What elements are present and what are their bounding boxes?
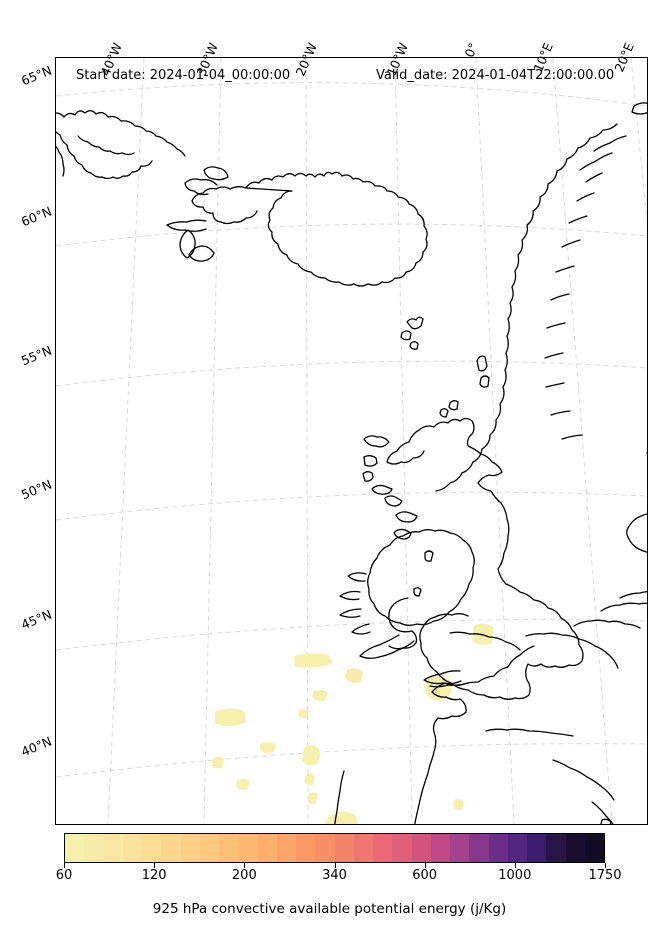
- colorbar-swatch: [392, 834, 412, 862]
- colorbar-tick-mark: [514, 863, 516, 868]
- lat-tick-label: 50°N: [18, 476, 54, 503]
- colorbar-tick-label: 1750: [588, 868, 622, 883]
- colorbar-swatch: [199, 834, 219, 862]
- colorbar-swatch: [450, 834, 470, 862]
- colorbar[interactable]: [64, 833, 605, 863]
- colorbar-swatch: [353, 834, 373, 862]
- colorbar-tick-mark: [154, 863, 156, 868]
- colorbar-swatch: [257, 834, 277, 862]
- colorbar-tick-label: 60: [55, 868, 73, 883]
- colorbar-tick-label: 120: [141, 868, 167, 883]
- colorbar-swatch: [65, 834, 85, 862]
- graticule-gridlines: [56, 58, 647, 824]
- colorbar-swatch: [430, 834, 450, 862]
- colorbar-swatch: [584, 834, 604, 862]
- start-date-annotation: Start date: 2024-01-04_00:00:00: [76, 68, 291, 83]
- colorbar-tick-mark: [334, 863, 336, 868]
- colorbar-swatch: [238, 834, 258, 862]
- colorbar-swatch: [180, 834, 200, 862]
- lat-tick-label: 65°N: [18, 62, 54, 89]
- colorbar-swatch: [315, 834, 335, 862]
- colorbar-swatch: [546, 834, 566, 862]
- colorbar-swatch: [334, 834, 354, 862]
- colorbar-swatch: [411, 834, 431, 862]
- colorbar-swatch: [373, 834, 393, 862]
- colorbar-tick-label: 1000: [498, 868, 532, 883]
- map-axes[interactable]: Start date: 2024-01-04_00:00:00 Valid_da…: [55, 57, 648, 825]
- colorbar-swatch: [219, 834, 239, 862]
- colorbar-swatch: [122, 834, 142, 862]
- colorbar-swatch: [565, 834, 585, 862]
- colorbar-swatch: [507, 834, 527, 862]
- colorbar-swatch: [103, 834, 123, 862]
- colorbar-tick-mark: [64, 863, 65, 868]
- colorbar-swatch: [161, 834, 181, 862]
- colorbar-swatch: [84, 834, 104, 862]
- colorbar-caption: 925 hPa convective available potential e…: [152, 901, 507, 917]
- lat-tick-label: 45°N: [18, 606, 54, 633]
- colorbar-tick-label: 200: [231, 868, 257, 883]
- colorbar-swatch: [527, 834, 547, 862]
- colorbar-swatch: [469, 834, 489, 862]
- colorbar-swatch: [276, 834, 296, 862]
- colorbar-tick-label: 340: [322, 868, 347, 883]
- coastlines: [56, 102, 647, 824]
- colorbar-tick-mark: [424, 863, 426, 868]
- colorbar-swatch: [296, 834, 316, 862]
- lat-tick-label: 55°N: [18, 342, 54, 369]
- lat-tick-label: 40°N: [18, 733, 54, 760]
- colorbar-tick-label: 600: [412, 868, 438, 883]
- colorbar-tick-mark: [244, 863, 246, 868]
- cape-filled-contours: [212, 623, 494, 824]
- valid-date-annotation: Valid_date: 2024-01-04T22:00:00.00: [376, 68, 615, 83]
- colorbar-swatch: [488, 834, 508, 862]
- lat-tick-label: 60°N: [18, 203, 54, 230]
- colorbar-tick-mark: [605, 863, 606, 868]
- colorbar-swatch: [142, 834, 162, 862]
- map-svg: [56, 58, 647, 824]
